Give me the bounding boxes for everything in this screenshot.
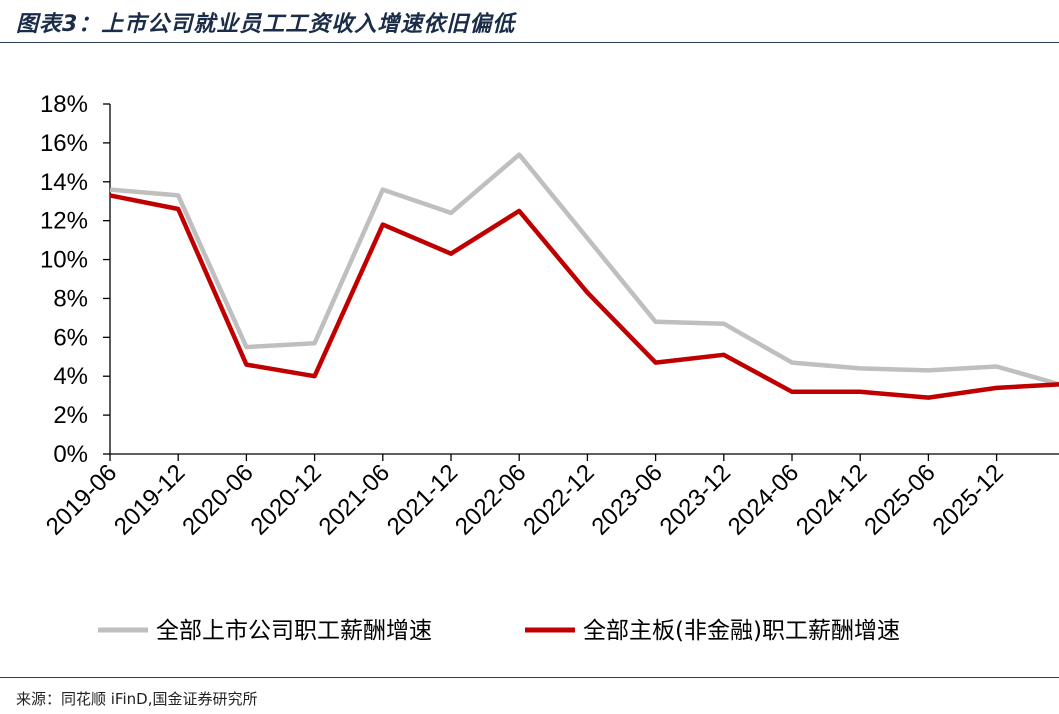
x-tick-label: 2023-06: [586, 459, 667, 540]
x-tick-label: 2019-12: [109, 459, 190, 540]
figure-title: 图表3：上市公司就业员工工资收入增速依旧偏低: [16, 12, 516, 37]
legend: 全部上市公司职工薪酬增速 全部主板(非金融)职工薪酬增速: [98, 618, 900, 644]
source-note: 来源：同花顺 iFinD,国金证券研究所: [16, 690, 258, 708]
x-tick-label: 2023-12: [655, 459, 736, 540]
x-tick-label: 2020-06: [177, 459, 258, 540]
x-tick-label: 2022-06: [450, 459, 531, 540]
series-layer: [109, 152, 1059, 400]
header-rule: [0, 42, 1059, 43]
y-tick-label: 10%: [40, 247, 88, 274]
x-tick-label: 2021-12: [382, 459, 463, 540]
x-tick-label: 2020-12: [245, 459, 326, 540]
y-tick-label: 0%: [53, 441, 88, 468]
x-tick-label: 2022-12: [518, 459, 599, 540]
y-axis: 0% 2% 4% 6% 8% 10% 12% 14% 16% 18%: [40, 91, 111, 468]
line-chart: 0% 2% 4% 6% 8% 10% 12% 14% 16% 18% 2019-062019-12…: [40, 91, 1059, 644]
legend-label: 全部上市公司职工薪酬增速: [156, 618, 432, 644]
y-tick-label: 4%: [53, 363, 88, 390]
y-tick-label: 2%: [53, 402, 88, 429]
footer-rule: [0, 677, 1059, 678]
y-tick-label: 12%: [40, 208, 88, 235]
y-tick-label: 16%: [40, 130, 88, 157]
x-tick-label: 2019-06: [41, 459, 122, 540]
x-tick-label: 2024-06: [723, 459, 804, 540]
x-axis: 2019-062019-122020-062020-122021-062021-…: [41, 453, 1059, 541]
y-tick-label: 14%: [40, 169, 88, 196]
x-tick-label: 2025-12: [927, 459, 1008, 540]
x-tick-label: 2025-06: [859, 459, 940, 540]
figure-header: 图表3：上市公司就业员工工资收入增速依旧偏低: [0, 0, 1059, 44]
x-tick-label: 2024-12: [791, 459, 872, 540]
x-tick-label: 2021-06: [314, 459, 395, 540]
legend-label: 全部主板(非金融)职工薪酬增速: [583, 618, 900, 644]
y-tick-label: 8%: [53, 285, 88, 312]
y-tick-label: 6%: [53, 324, 88, 351]
series-line-main-board-nonfinancial: [109, 193, 1059, 400]
y-tick-label: 18%: [40, 91, 88, 118]
series-line-all-listed: [109, 152, 1059, 387]
